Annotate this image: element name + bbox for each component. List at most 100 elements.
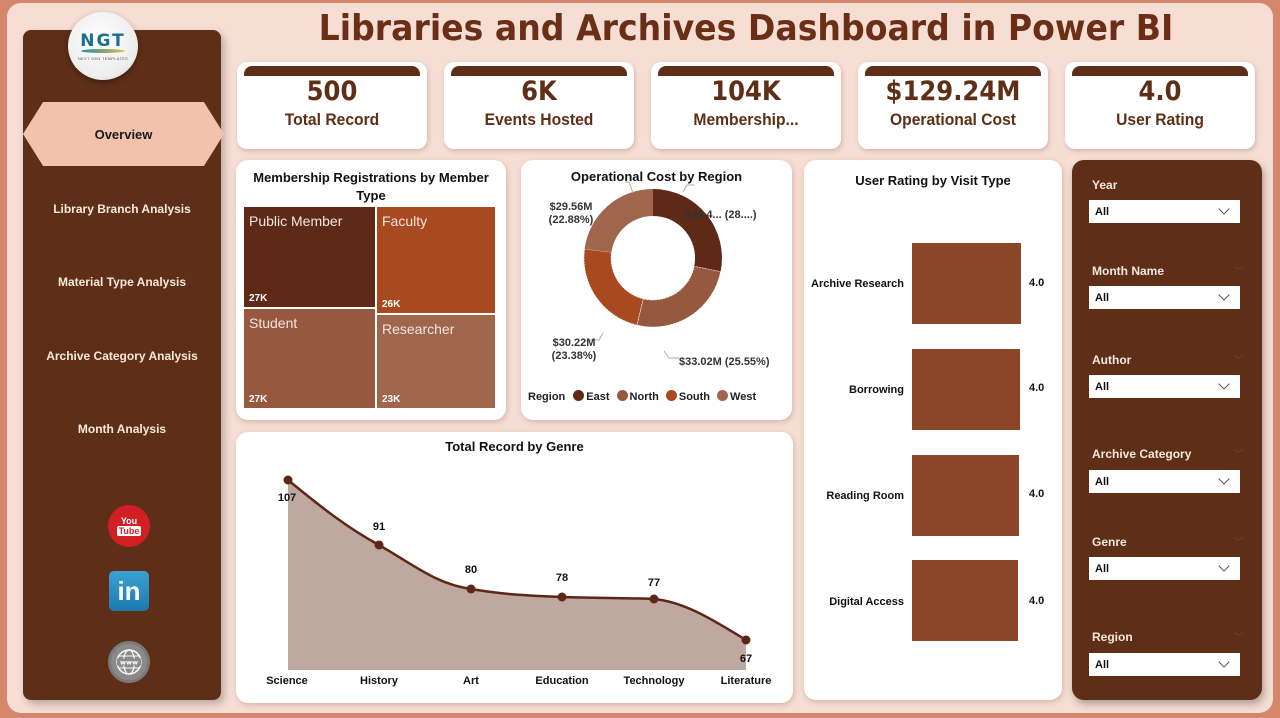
sidebar-item-material-type-analysis[interactable]: Material Type Analysis — [23, 275, 221, 289]
archive-category-dropdown[interactable]: All — [1089, 470, 1240, 493]
filter-label-archive-category: Archive Category — [1092, 447, 1192, 461]
sidebar-item-label: Month Analysis — [77, 422, 167, 436]
point-label: 78 — [555, 572, 569, 584]
point-label: 107 — [277, 492, 297, 504]
treemap-tile-faculty[interactable]: Faculty 26K — [377, 207, 495, 313]
donut-slice-east[interactable] — [653, 189, 722, 272]
chevron-down-icon — [1218, 560, 1230, 572]
data-point-technology[interactable] — [649, 594, 659, 604]
logo-subtitle: NEXT GEN TEMPLATES — [77, 56, 129, 61]
filter-label-author: Author — [1092, 353, 1132, 367]
tile-value: 27K — [249, 394, 268, 405]
data-point-art[interactable] — [466, 584, 476, 594]
tile-label: Researcher — [382, 321, 455, 337]
membership-treemap-card: Membership Registrations by Member Type … — [236, 160, 506, 420]
tile-label: Faculty — [382, 213, 428, 229]
data-point-science[interactable] — [283, 475, 293, 485]
ngt-logo: NGT NEXT GEN TEMPLATES — [68, 12, 138, 80]
chart-title: Membership Registrations by Member Type — [253, 170, 489, 203]
year-dropdown[interactable]: All — [1089, 200, 1240, 223]
genre-dropdown[interactable]: All — [1089, 557, 1240, 580]
leader-line — [625, 181, 634, 194]
kpi-label: Operational Cost — [889, 110, 1017, 129]
kpi-accent-bar — [244, 66, 420, 76]
chevron-down-icon: ﹀ — [1234, 449, 1244, 459]
kpi-label: Events Hosted — [484, 110, 594, 129]
data-label-west: $29.56M (22.88%) — [548, 201, 594, 226]
filter-label-year: Year — [1092, 178, 1118, 192]
sidebar-item-overview[interactable]: Overview — [23, 102, 224, 166]
sidebar-item-label: Overview — [94, 126, 153, 142]
sidebar-item-label: Material Type Analysis — [57, 275, 187, 289]
data-label-north: $33.02M (25.55%) — [679, 356, 770, 368]
author-dropdown[interactable]: All — [1089, 375, 1240, 398]
legend-item-west[interactable]: West — [717, 390, 756, 403]
website-globe-icon[interactable]: www — [108, 641, 150, 683]
data-point-education[interactable] — [557, 592, 567, 602]
leader-line — [589, 332, 604, 341]
donut-slice-west[interactable] — [584, 189, 653, 253]
treemap-tile-public-member[interactable]: Public Member 27K — [244, 207, 375, 307]
bar-axis-label: Digital Access — [829, 596, 904, 608]
line-series — [287, 479, 747, 642]
data-point-literature[interactable] — [741, 635, 751, 645]
donut-slice-north[interactable] — [636, 265, 721, 328]
kpi-accent-bar — [658, 66, 834, 76]
leader-line — [682, 184, 694, 193]
bar-value-label: 4.0 — [1029, 488, 1045, 500]
filter-panel: Year All Month Name ﹀ All Author ﹀ All A… — [1072, 160, 1262, 700]
youtube-you-text: You — [120, 516, 138, 526]
donut-slice-south[interactable] — [583, 248, 644, 326]
user-rating-bar-card: User Rating by Visit Type Archive Resear… — [804, 160, 1062, 700]
point-label: 80 — [464, 564, 478, 576]
tile-label: Student — [249, 315, 298, 331]
x-axis-label: History — [360, 675, 398, 687]
treemap-tile-student[interactable]: Student 27K — [244, 309, 375, 408]
dropdown-value: All — [1095, 562, 1110, 575]
bar-archive-research[interactable] — [912, 243, 1021, 324]
youtube-icon[interactable]: You Tube — [108, 505, 150, 547]
area-fill — [288, 480, 746, 670]
tile-value: 23K — [382, 394, 401, 405]
kpi-value: 6K — [521, 76, 557, 107]
donut-legend: Region East North South West — [528, 390, 759, 403]
linkedin-icon[interactable]: in — [109, 571, 149, 611]
youtube-tube-text: Tube — [116, 526, 142, 536]
kpi-operational-cost: $129.24M Operational Cost — [858, 62, 1048, 149]
chevron-down-icon — [1218, 473, 1230, 485]
legend-item-north[interactable]: North — [616, 390, 659, 403]
x-axis-label: Education — [535, 675, 589, 687]
filter-label-region: Region — [1092, 630, 1133, 644]
legend-item-east[interactable]: East — [573, 390, 610, 403]
total-record-by-genre-card: Total Record by Genre 107 91 80 78 77 67… — [236, 432, 793, 703]
point-label: 77 — [647, 577, 661, 589]
kpi-value: 104K — [711, 76, 781, 107]
chart-title: Operational Cost by Region — [570, 169, 743, 184]
data-point-history[interactable] — [374, 540, 384, 550]
point-label: 91 — [372, 521, 386, 533]
filter-label-month-name: Month Name — [1092, 264, 1164, 278]
bar-value-label: 4.0 — [1029, 382, 1045, 394]
chevron-down-icon — [1218, 203, 1230, 215]
bar-borrowing[interactable] — [912, 349, 1020, 430]
kpi-label: Total Record — [284, 110, 380, 129]
kpi-accent-bar — [451, 66, 627, 76]
sidebar-item-month-analysis[interactable]: Month Analysis — [23, 422, 221, 436]
kpi-accent-bar — [865, 66, 1041, 76]
legend-item-south[interactable]: South — [665, 390, 710, 403]
kpi-label: Membership... — [693, 110, 799, 129]
chevron-down-icon — [1218, 289, 1230, 301]
bar-value-label: 4.0 — [1029, 595, 1045, 607]
sidebar-item-archive-category-analysis[interactable]: Archive Category Analysis — [23, 349, 221, 363]
bar-digital-access[interactable] — [912, 560, 1018, 641]
region-dropdown[interactable]: All — [1089, 653, 1240, 676]
dropdown-value: All — [1095, 205, 1110, 218]
month-name-dropdown[interactable]: All — [1089, 286, 1240, 309]
bar-reading-room[interactable] — [912, 455, 1019, 536]
sidebar-item-library-branch-analysis[interactable]: Library Branch Analysis — [23, 202, 221, 216]
data-label-south: $30.22M (23.38%) — [551, 337, 597, 362]
treemap-tile-researcher[interactable]: Researcher 23K — [377, 315, 495, 408]
bar-axis-label: Archive Research — [811, 278, 904, 290]
logo-text: NGT — [80, 31, 126, 51]
operational-cost-donut-card: Operational Cost by Region $36.4... (28.… — [521, 160, 792, 420]
